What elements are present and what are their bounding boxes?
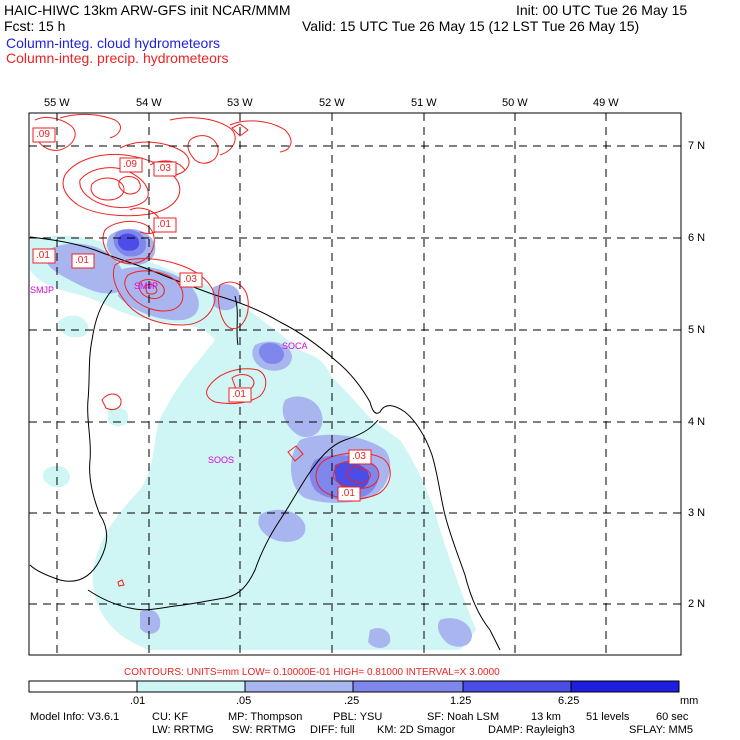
footer-sflay: SFLAY: MM5 — [629, 724, 693, 736]
lon-label: 54 W — [136, 97, 162, 109]
precip-contours — [34, 113, 391, 587]
footer-dt: 60 sec — [656, 711, 689, 723]
contour-label: .01 — [157, 219, 171, 230]
contour-label: .03 — [352, 451, 366, 462]
footer-damp: DAMP: Rayleigh3 — [488, 724, 575, 736]
lon-label: 55 W — [44, 97, 70, 109]
footer-sw: SW: RRTMG — [232, 724, 296, 736]
lat-label: 6 N — [688, 232, 706, 244]
colorbar-tick: .05 — [236, 695, 252, 707]
lon-label: 52 W — [319, 97, 345, 109]
contour-label: .03 — [157, 163, 171, 174]
header-init: Init: 00 UTC Tue 26 May 15 — [516, 2, 688, 18]
map-frame — [28, 112, 682, 656]
contours-info: CONTOURS: UNITS=mm LOW= 0.10000E-01 HIGH… — [124, 667, 500, 678]
lat-label: 2 N — [688, 598, 706, 610]
lon-label: 53 W — [227, 97, 253, 109]
colorbar-tick: .01 — [130, 695, 146, 707]
footer-mp: MP: Thompson — [228, 711, 303, 723]
footer-model-info: Model Info: V3.6.1 — [30, 711, 120, 723]
footer-diff: DIFF: full — [310, 724, 355, 736]
footer-levels: 51 levels — [586, 711, 630, 723]
lat-label: 3 N — [688, 507, 706, 519]
station-label-smjp-west: SMJP — [30, 285, 55, 295]
station-label-soos: SOOS — [208, 455, 235, 465]
contour-label: .01 — [232, 389, 246, 400]
latlon-grid — [29, 113, 681, 655]
field-cloud-label: Column-integ. cloud hydrometeors — [6, 35, 220, 51]
frame-ticks — [56, 113, 681, 605]
colorbar-tick: 6.25 — [558, 695, 580, 707]
coastline — [29, 236, 501, 651]
contour-label-boxes — [32, 127, 372, 502]
footer-pbl: PBL: YSU — [333, 711, 383, 723]
lon-label: 50 W — [502, 97, 528, 109]
colorbar-tick: 1.25 — [450, 695, 472, 707]
shading-layer — [30, 228, 476, 650]
field-precip-label: Column-integ. precip. hydrometeors — [6, 50, 229, 66]
contour-label: .09 — [36, 129, 50, 140]
header-valid: Valid: 15 UTC Tue 26 May 15 (12 LST Tue … — [302, 18, 640, 34]
contour-label: .01 — [341, 488, 355, 499]
lat-label: 5 N — [688, 324, 706, 336]
footer-cu: CU: KF — [152, 711, 189, 723]
colorbar-unit: mm — [680, 695, 699, 707]
lat-label: 4 N — [688, 416, 706, 428]
contour-label: .01 — [36, 250, 50, 261]
contour-label: .01 — [75, 255, 89, 266]
lon-label: 49 W — [593, 97, 619, 109]
footer-lw: LW: RRTMG — [152, 724, 214, 736]
colorbar-tick: .25 — [344, 695, 360, 707]
header-title-left: HAIC-HIWC 13km ARW-GFS init NCAR/MMM — [4, 2, 291, 18]
footer-sf: SF: Noah LSM — [427, 711, 500, 723]
lat-label: 7 N — [688, 140, 706, 152]
footer-km: KM: 2D Smagor — [377, 724, 456, 736]
station-label-soca: SOCA — [282, 341, 308, 351]
footer-res: 13 km — [531, 711, 561, 723]
header-forecast-hour: Fcst: 15 h — [4, 18, 66, 34]
station-label-smjp: SMJP — [134, 281, 159, 291]
contour-label: .09 — [123, 159, 137, 170]
contour-label: .03 — [183, 274, 197, 285]
lon-label: 51 W — [411, 97, 437, 109]
